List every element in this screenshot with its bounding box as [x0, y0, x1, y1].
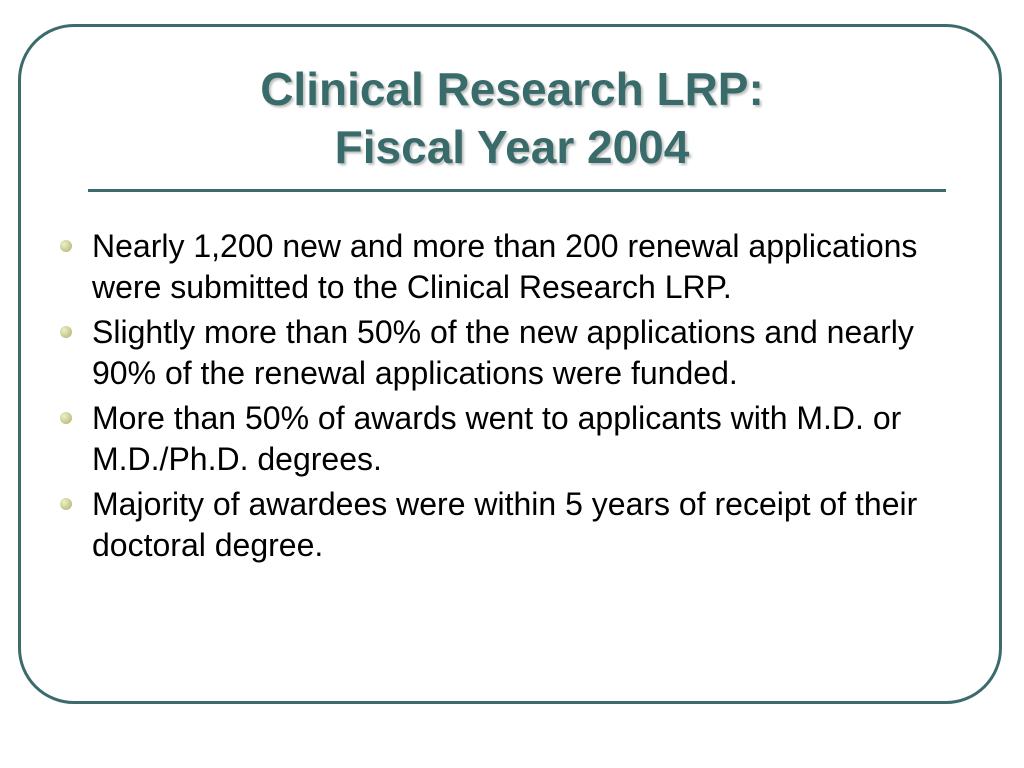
bullet-text: Nearly 1,200 new and more than 200 renew… — [92, 228, 918, 305]
bullet-dot-icon — [60, 498, 72, 510]
bullet-dot-icon — [60, 240, 72, 252]
title-line-1: Clinical Research LRP: — [260, 63, 764, 115]
bullet-dot-icon — [60, 326, 72, 338]
slide-title: Clinical Research LRP: Fiscal Year 2004 — [80, 60, 944, 176]
bullet-text: More than 50% of awards went to applican… — [92, 400, 902, 477]
title-divider — [88, 189, 946, 192]
bullet-item: Nearly 1,200 new and more than 200 renew… — [56, 226, 976, 308]
bullet-item: More than 50% of awards went to applican… — [56, 398, 976, 480]
bullet-item: Slightly more than 50% of the new applic… — [56, 312, 976, 394]
title-line-2: Fiscal Year 2004 — [334, 121, 690, 173]
bullet-text: Majority of awardees were within 5 years… — [92, 486, 918, 563]
slide-frame — [18, 24, 1002, 704]
bullet-text: Slightly more than 50% of the new applic… — [92, 314, 914, 391]
bullet-dot-icon — [60, 412, 72, 424]
bullet-item: Majority of awardees were within 5 years… — [56, 484, 976, 566]
bullet-list: Nearly 1,200 new and more than 200 renew… — [56, 226, 976, 570]
